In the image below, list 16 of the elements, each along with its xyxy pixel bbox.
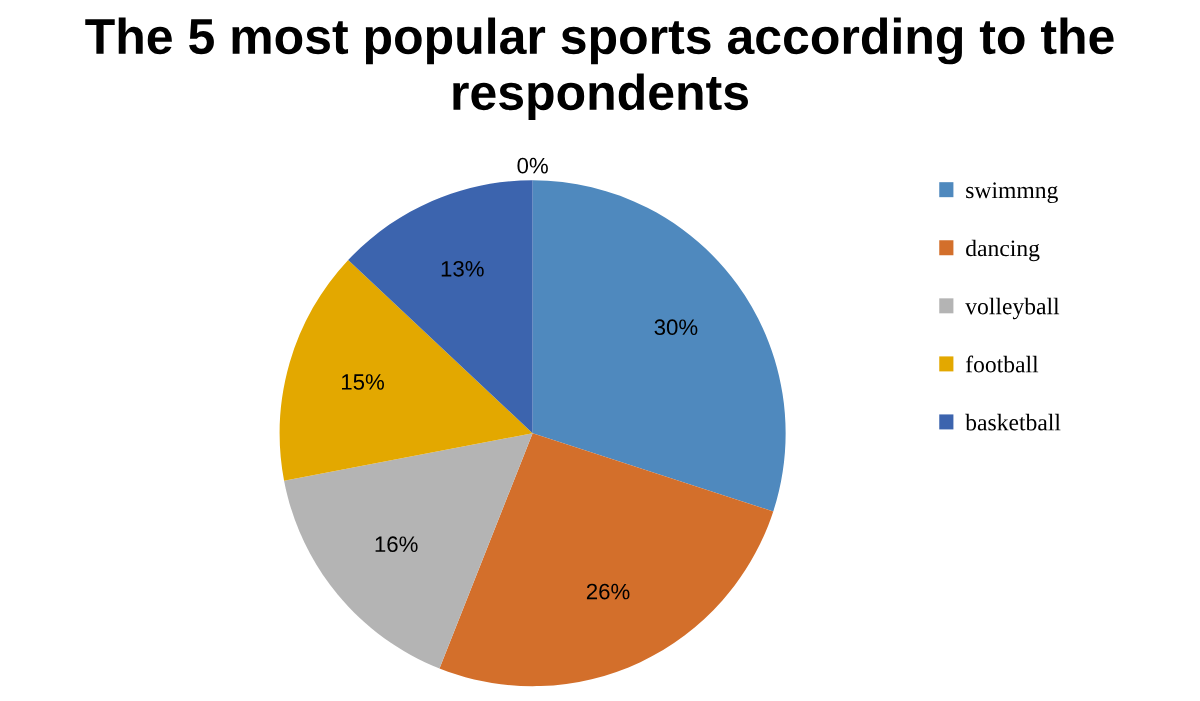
legend-label: basketball	[965, 413, 1061, 431]
legend-label: football	[965, 355, 1039, 373]
data-label: 26%	[586, 583, 630, 600]
pie-slice	[279, 260, 533, 481]
pie-slice	[532, 180, 786, 512]
legend-label: swimmng	[966, 182, 1058, 204]
data-label: 15%	[342, 374, 384, 390]
pie-slice	[439, 433, 774, 687]
data-label: 30%	[654, 319, 698, 336]
text: 0%	[517, 157, 548, 174]
legend-label: volleyball	[965, 297, 1060, 320]
pie-slice	[284, 433, 533, 669]
data-label: 13%	[441, 260, 484, 277]
chart-title: The 5 most popular sports according to the respondents	[85, 17, 1114, 121]
legend-label: dancing	[966, 239, 1040, 262]
data-label: 16%	[375, 536, 418, 553]
